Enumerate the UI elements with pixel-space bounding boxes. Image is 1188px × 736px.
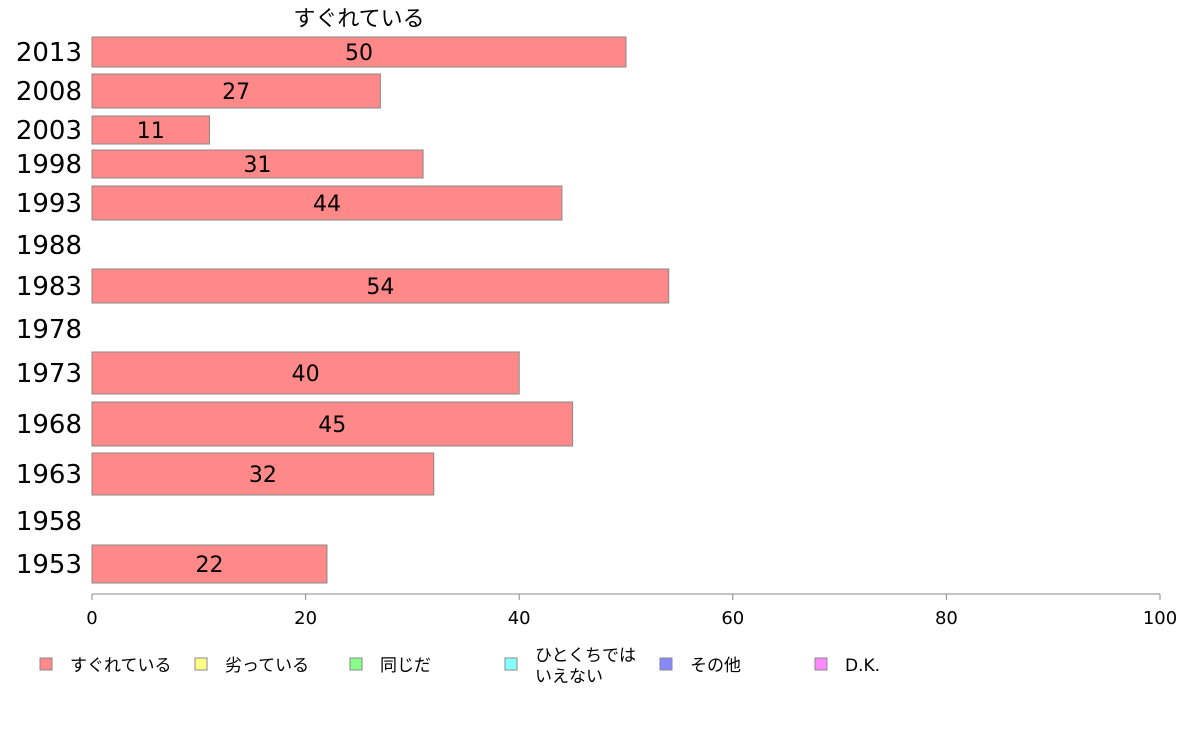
bar-2003 (91, 115, 210, 145)
bar-1963 (91, 452, 435, 496)
legend-swatch-4 (659, 657, 673, 671)
year-label-1988: 1988 (16, 231, 82, 261)
legend-label-3-line-1: いえない (535, 667, 603, 687)
year-label-1978: 1978 (16, 315, 82, 345)
year-label-1968: 1968 (16, 410, 82, 440)
x-tick-label-40: 40 (508, 608, 531, 629)
value-label-1998: 31 (244, 153, 272, 178)
bar-1983 (91, 268, 670, 304)
year-label-1998: 1998 (16, 150, 82, 180)
x-tick-label-80: 80 (935, 608, 958, 629)
year-label-2013: 2013 (16, 38, 82, 68)
legend-label-1: 劣っている (225, 656, 309, 676)
bar-1968 (91, 401, 574, 447)
year-label-2008: 2008 (16, 77, 82, 107)
legend-label-3-line-0: ひとくちでは (535, 646, 636, 666)
bar-1973 (91, 351, 520, 395)
bar-1993 (91, 185, 563, 221)
value-label-1953: 22 (195, 553, 223, 578)
chart-title: すぐれている (293, 7, 424, 32)
value-label-1983: 54 (366, 275, 394, 300)
year-label-1953: 1953 (16, 550, 82, 580)
year-label-1958: 1958 (16, 507, 82, 537)
legend-label-2: 同じだ (380, 656, 431, 676)
x-tick-label-100: 100 (1143, 608, 1177, 629)
legend-label-0: すぐれている (70, 656, 172, 676)
year-label-1993: 1993 (16, 189, 82, 219)
legend-label-4: その他 (690, 656, 741, 676)
x-tick-label-60: 60 (721, 608, 744, 629)
legend-label-5: D.K. (845, 656, 880, 676)
x-axis: 0 20 40 60 80 100 (86, 593, 1177, 629)
bars-group: 2013 50 2008 27 2003 11 1998 31 1993 44 1988 1983 54… (16, 36, 670, 584)
bar-2008 (91, 73, 381, 109)
bar-2013 (91, 36, 627, 68)
legend-swatch-3 (504, 657, 518, 671)
year-label-1973: 1973 (16, 359, 82, 389)
year-label-2003: 2003 (16, 116, 82, 146)
x-tick-label-20: 20 (294, 608, 317, 629)
legend-swatch-2 (349, 657, 363, 671)
year-label-1983: 1983 (16, 272, 82, 302)
legend-swatch-0 (39, 657, 53, 671)
x-tick-label-0: 0 (86, 608, 97, 629)
value-label-1963: 32 (249, 463, 277, 488)
bar-1998 (91, 149, 424, 179)
value-label-2013: 50 (345, 41, 373, 66)
value-label-1993: 44 (313, 192, 341, 217)
value-label-2008: 27 (222, 80, 250, 105)
value-label-1973: 40 (292, 362, 320, 387)
value-label-2003: 11 (137, 119, 165, 144)
legend-swatch-5 (814, 657, 828, 671)
bar-1953 (91, 544, 328, 584)
legend-swatch-1 (194, 657, 208, 671)
value-label-1968: 45 (318, 413, 346, 438)
year-label-1963: 1963 (16, 460, 82, 490)
